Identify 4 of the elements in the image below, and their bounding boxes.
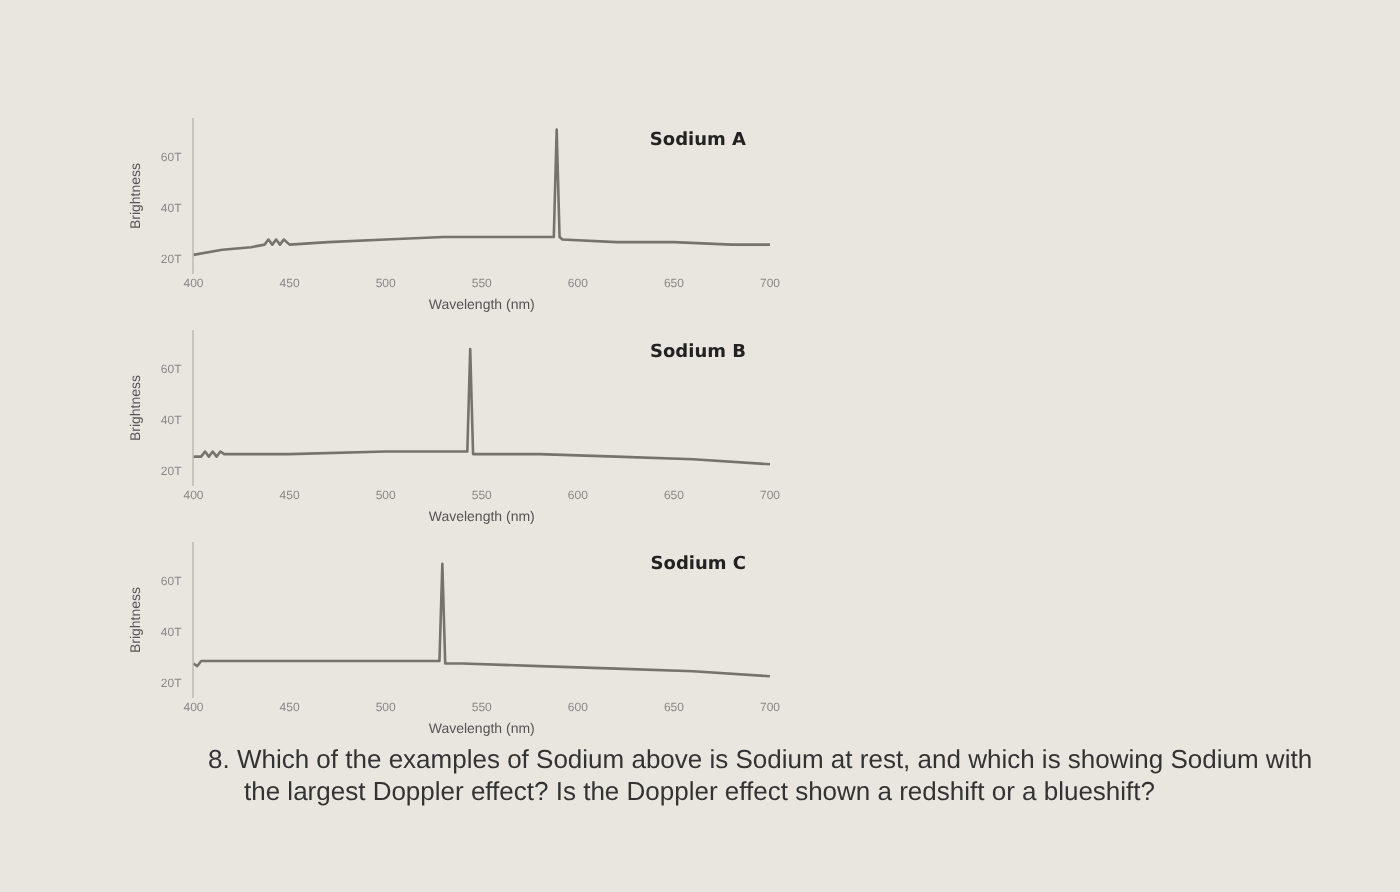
text: Sodium B: [650, 342, 747, 363]
text: 8. Which of the examples of Sodium above is Sodium at rest, and which is showing Sodium with the largest Doppler effect? Is the Doppler effect shown a redshift or a blueshift?: [208, 744, 1315, 808]
text: Sodium A: [649, 130, 747, 151]
text: Sodium C: [650, 554, 747, 575]
